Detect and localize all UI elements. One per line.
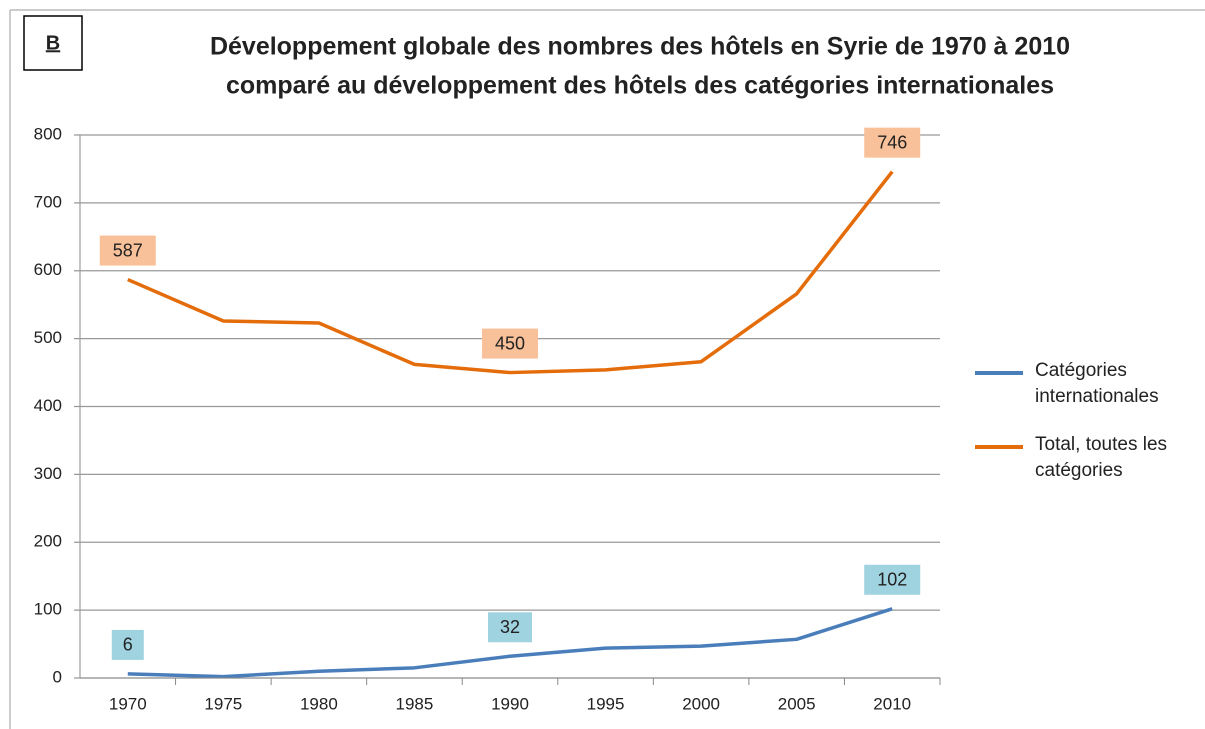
legend-swatch [975,445,1023,449]
x-tick-label: 2005 [778,694,816,713]
legend-item: Total, toutes les catégories [975,432,1185,484]
panel-label: B [46,32,60,54]
x-tick-label: 1975 [204,694,242,713]
panel-box [23,15,83,71]
y-tick-label: 200 [34,532,62,551]
x-tick-label: 1970 [109,694,147,713]
legend-label: Catégories internationales [1035,360,1159,407]
data-label: 6 [123,635,133,655]
y-tick-label: 700 [34,192,62,211]
legend-swatch [975,371,1023,375]
x-tick-label: 2010 [873,694,911,713]
data-label-box [111,629,144,660]
data-label: 32 [500,617,520,637]
x-tick-label: 2000 [682,694,720,713]
y-tick-label: 100 [34,600,62,619]
data-label: 450 [495,333,525,353]
data-label: 587 [113,240,143,260]
y-tick-label: 600 [34,260,62,279]
legend-item: Catégories internationales [975,358,1185,410]
chart-title: comparé au développement des hôtels des … [226,72,1054,100]
legend: Catégories internationales Total, toutes … [975,358,1185,506]
data-label: 102 [877,570,907,590]
series-line [127,170,894,375]
y-tick-label: 500 [34,328,62,347]
data-label-box [488,612,532,643]
data-label: 746 [877,132,907,152]
y-tick-label: 300 [34,464,62,483]
x-tick-label: 1985 [396,694,434,713]
x-tick-label: 1990 [491,694,529,713]
legend-label: Total, toutes les catégories [1035,434,1168,481]
series-line [127,607,893,679]
data-label-box [864,564,921,595]
y-tick-label: 0 [53,667,62,686]
data-label-box [99,235,156,266]
x-tick-label: 1980 [300,694,338,713]
y-tick-label: 800 [34,124,62,143]
chart-title: Développement globale des nombres des hô… [210,33,1070,61]
data-label-box [482,328,538,359]
y-tick-label: 400 [34,396,62,415]
data-label-box [864,127,921,158]
x-tick-label: 1995 [587,694,625,713]
